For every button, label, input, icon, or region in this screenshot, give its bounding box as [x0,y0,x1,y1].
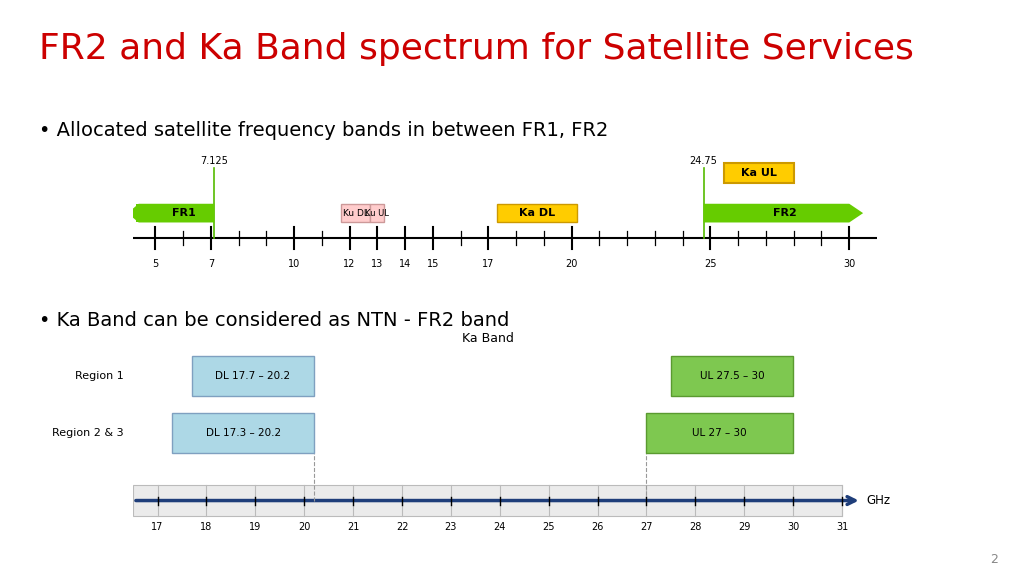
Text: 15: 15 [427,259,439,270]
Bar [341,204,371,222]
Text: 27: 27 [640,522,652,532]
Bar [136,204,214,222]
Text: 13: 13 [372,259,384,270]
Bar [371,204,384,222]
Text: 17: 17 [482,259,495,270]
FancyArrow shape [703,204,863,222]
Text: FR2: FR2 [773,208,797,218]
Text: FR1: FR1 [172,208,196,218]
Bar [646,413,794,453]
Text: 30: 30 [843,259,855,270]
Bar [497,204,578,222]
Text: Ku DL: Ku DL [343,209,369,218]
Text: 17: 17 [152,522,164,532]
FancyArrow shape [128,204,214,222]
Text: 25: 25 [705,259,717,270]
Text: UL 27.5 – 30: UL 27.5 – 30 [699,371,764,381]
Text: • Ka Band can be considered as NTN - FR2 band: • Ka Band can be considered as NTN - FR2… [39,311,509,330]
Bar [671,356,794,396]
Bar [724,163,794,183]
Text: 7.125: 7.125 [201,156,228,166]
Text: 18: 18 [201,522,213,532]
Text: 26: 26 [592,522,604,532]
Text: 29: 29 [738,522,751,532]
Text: Ka DL: Ka DL [519,208,555,218]
Text: 25: 25 [543,522,555,532]
Text: 19: 19 [249,522,261,532]
Text: 24: 24 [494,522,506,532]
Text: Region 1: Region 1 [75,371,123,381]
Bar [191,356,314,396]
Text: FR2 and Ka Band spectrum for Satellite Services: FR2 and Ka Band spectrum for Satellite S… [39,32,913,66]
Text: 24.75: 24.75 [689,156,718,166]
Text: Ka Band: Ka Band [462,332,513,345]
Text: Ku UL: Ku UL [366,209,389,218]
Bar [133,486,842,516]
Text: Region 2 & 3: Region 2 & 3 [52,428,123,438]
Text: 31: 31 [836,522,848,532]
Text: GHz: GHz [866,494,891,507]
Text: 2: 2 [990,552,998,566]
Text: 23: 23 [444,522,457,532]
Text: UL 27 – 30: UL 27 – 30 [692,428,748,438]
Text: 7: 7 [208,259,214,270]
Text: 30: 30 [787,522,799,532]
Text: 10: 10 [288,259,300,270]
Text: 14: 14 [399,259,412,270]
Text: 12: 12 [343,259,355,270]
Bar [172,413,314,453]
Text: 5: 5 [153,259,159,270]
Text: DL 17.7 – 20.2: DL 17.7 – 20.2 [215,371,291,381]
Text: 20: 20 [298,522,310,532]
Text: 21: 21 [347,522,359,532]
Text: • Allocated satellite frequency bands in between FR1, FR2: • Allocated satellite frequency bands in… [39,121,608,140]
Text: 22: 22 [395,522,409,532]
Text: DL 17.3 – 20.2: DL 17.3 – 20.2 [206,428,281,438]
Text: 20: 20 [565,259,578,270]
Text: Ka UL: Ka UL [741,168,777,178]
Text: 28: 28 [689,522,701,532]
